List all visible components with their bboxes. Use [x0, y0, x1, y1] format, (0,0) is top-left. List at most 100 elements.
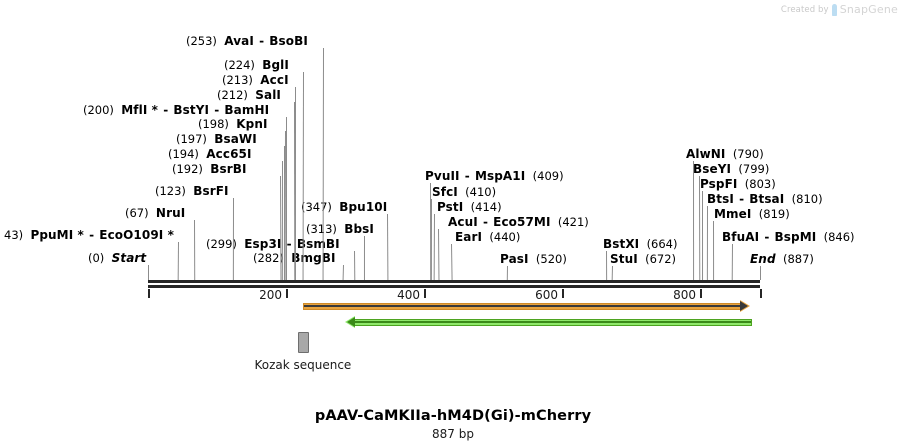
- restriction-site-label[interactable]: PstI (414): [437, 201, 502, 213]
- site-enzyme-names: BsaWI: [214, 132, 257, 146]
- restriction-site-label[interactable]: SfcI (410): [432, 186, 496, 198]
- restriction-site-label[interactable]: (224) BglI: [224, 59, 289, 71]
- green-feature-arrow[interactable]: [345, 316, 753, 328]
- restriction-site-label[interactable]: (67) NruI: [125, 207, 185, 219]
- site-enzyme-name[interactable]: MflI *: [121, 103, 159, 117]
- site-enzyme-name[interactable]: AlwNI: [686, 147, 726, 161]
- site-enzyme-name[interactable]: End: [750, 252, 776, 266]
- site-enzyme-name[interactable]: PasI: [500, 252, 529, 266]
- site-enzyme-name[interactable]: BmgBI: [291, 251, 336, 265]
- site-enzyme-name[interactable]: BsoBI: [269, 34, 308, 48]
- site-position: (672): [645, 252, 677, 266]
- site-position: (192): [172, 162, 203, 176]
- site-position: (299): [206, 237, 237, 251]
- site-enzyme-name[interactable]: StuI: [610, 252, 638, 266]
- site-position: (197): [176, 132, 207, 146]
- site-enzyme-name[interactable]: BseYI: [693, 162, 732, 176]
- restriction-site-label[interactable]: (123) BsrFI: [155, 185, 229, 197]
- orange-feature-arrow[interactable]: [303, 300, 751, 312]
- site-enzyme-name[interactable]: BstXI: [603, 237, 640, 251]
- site-enzyme-name[interactable]: Start: [111, 251, 147, 265]
- site-enzyme-name[interactable]: BtsI: [707, 192, 734, 206]
- site-enzyme-name[interactable]: EarI: [455, 230, 483, 244]
- site-enzyme-name[interactable]: PpuMI *: [30, 228, 84, 242]
- site-enzyme-name[interactable]: PstI: [437, 200, 464, 214]
- site-position: (67): [125, 206, 149, 220]
- restriction-site-label[interactable]: (194) Acc65I: [168, 148, 252, 160]
- restriction-site-label[interactable]: EarI (440): [455, 231, 520, 243]
- restriction-site-label[interactable]: (347) Bpu10I: [301, 201, 387, 213]
- restriction-site-label[interactable]: PasI (520): [500, 253, 567, 265]
- site-enzyme-name[interactable]: BtsaI: [749, 192, 785, 206]
- site-enzyme-name[interactable]: BsrBI: [210, 162, 247, 176]
- restriction-site-label[interactable]: (253) AvaI - BsoBI: [186, 35, 308, 47]
- site-enzyme-name[interactable]: SfcI: [432, 185, 458, 199]
- restriction-site-label[interactable]: End (887): [750, 253, 814, 265]
- site-enzyme-name[interactable]: BamHI: [224, 103, 270, 117]
- restriction-site-label[interactable]: (198) KpnI: [198, 118, 268, 130]
- site-enzyme-names: BstXI: [603, 237, 639, 251]
- site-enzyme-name[interactable]: BstYI: [173, 103, 210, 117]
- restriction-site-label[interactable]: (200) MflI * - BstYI - BamHI: [83, 104, 269, 116]
- site-enzyme-names: BseYI: [693, 162, 731, 176]
- restriction-site-label[interactable]: BfuAI - BspMI (846): [722, 231, 855, 243]
- site-enzyme-name[interactable]: MspA1I: [474, 169, 526, 183]
- site-position: (887): [782, 252, 814, 266]
- restriction-site-label[interactable]: PspFI (803): [700, 178, 776, 190]
- restriction-site-label[interactable]: (192) BsrBI: [172, 163, 247, 175]
- sequence-length-label: 887 bp: [432, 427, 474, 441]
- site-position: (520): [535, 252, 567, 266]
- site-enzyme-name[interactable]: PspFI: [700, 177, 738, 191]
- restriction-site-label[interactable]: MmeI (819): [714, 208, 790, 220]
- restriction-site-label[interactable]: (197) BsaWI: [176, 133, 257, 145]
- restriction-site-label[interactable]: (212) SalI: [217, 89, 281, 101]
- restriction-site-label[interactable]: BstXI (664): [603, 238, 678, 250]
- backbone-upper-line: [148, 280, 760, 283]
- site-enzyme-name[interactable]: MmeI: [714, 207, 752, 221]
- restriction-site-label[interactable]: 43) PpuMI * - EcoO109I *: [4, 229, 174, 241]
- site-enzyme-name[interactable]: Acc65I: [206, 147, 252, 161]
- restriction-site-label[interactable]: AcuI - Eco57MI (421): [448, 216, 589, 228]
- restriction-site-label[interactable]: (0) Start: [88, 252, 146, 264]
- restriction-site-label[interactable]: (282) BmgBI: [253, 252, 336, 264]
- site-enzyme-name[interactable]: SalI: [255, 88, 281, 102]
- site-enzyme-name[interactable]: Eco57MI: [493, 215, 551, 229]
- site-enzyme-name[interactable]: BfuAI: [722, 230, 760, 244]
- site-enzyme-name[interactable]: BglI: [262, 58, 289, 72]
- restriction-site-label-layer: 43) PpuMI * - EcoO109I * (0) Start (67) Nr…: [4, 35, 855, 281]
- site-enzyme-name[interactable]: Esp3I: [244, 237, 282, 251]
- site-enzyme-name[interactable]: BbsI: [344, 222, 374, 236]
- site-enzyme-name[interactable]: AvaI: [224, 34, 254, 48]
- restriction-site-label[interactable]: (299) Esp3I - BsmBI: [206, 238, 340, 250]
- site-enzyme-name[interactable]: EcoO109I *: [99, 228, 175, 242]
- site-enzyme-name[interactable]: NruI: [155, 206, 186, 220]
- restriction-site-label[interactable]: AlwNI (790): [686, 148, 764, 160]
- site-enzyme-name[interactable]: BspMI: [774, 230, 817, 244]
- site-enzyme-name[interactable]: KpnI: [236, 117, 268, 131]
- kozak-sequence-box[interactable]: [298, 332, 310, 353]
- site-enzyme-name[interactable]: PvuII: [425, 169, 460, 183]
- site-enzyme-name[interactable]: AcuI: [448, 215, 478, 229]
- restriction-site-label[interactable]: BtsI - BtsaI (810): [707, 193, 823, 205]
- restriction-site-label[interactable]: BseYI (799): [693, 163, 769, 175]
- restriction-site-label[interactable]: PvuII - MspA1I (409): [425, 170, 564, 182]
- site-name-separator: -: [478, 215, 493, 229]
- site-enzyme-names: EarI: [455, 230, 482, 244]
- restriction-site-label[interactable]: (313) BbsI: [306, 223, 374, 235]
- site-position: (790): [732, 147, 764, 161]
- site-enzyme-name[interactable]: BsmBI: [296, 237, 340, 251]
- site-enzyme-name[interactable]: BsaWI: [214, 132, 257, 146]
- site-enzyme-names: BmgBI: [291, 251, 335, 265]
- site-enzyme-names: PspFI: [700, 177, 737, 191]
- site-enzyme-names: Bpu10I: [339, 200, 387, 214]
- site-enzyme-name[interactable]: BsrFI: [193, 184, 229, 198]
- restriction-site-label[interactable]: (213) AccI: [222, 74, 289, 86]
- site-position: (810): [791, 192, 823, 206]
- restriction-site-label[interactable]: StuI (672): [610, 253, 676, 265]
- site-enzyme-name[interactable]: AccI: [260, 73, 289, 87]
- site-enzyme-names: StuI: [610, 252, 638, 266]
- site-name-separator: -: [159, 103, 173, 117]
- site-enzyme-name[interactable]: Bpu10I: [339, 200, 388, 214]
- site-position: (410): [465, 185, 497, 199]
- site-enzyme-names: AcuI - Eco57MI: [448, 215, 551, 229]
